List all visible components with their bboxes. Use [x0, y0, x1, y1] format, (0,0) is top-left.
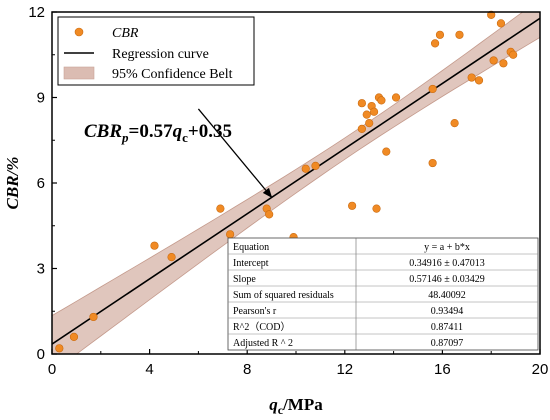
- legend: CBR Regression curve 95% Confidence Belt: [57, 16, 255, 86]
- y-axis-title-text: CBR/%: [3, 157, 22, 210]
- stats-key: Adjusted R ^ 2: [233, 338, 293, 349]
- stats-key: Equation: [233, 242, 269, 253]
- stats-value: 0.87097: [431, 338, 464, 349]
- data-point: [348, 201, 357, 210]
- data-point: [509, 50, 518, 59]
- y-axis-title: CBR/%: [3, 157, 22, 210]
- data-point: [167, 253, 176, 262]
- stats-key: Pearson's r: [233, 306, 277, 317]
- data-point: [69, 332, 79, 342]
- stats-key: Slope: [233, 274, 256, 285]
- regression-line: [52, 17, 540, 345]
- data-point: [226, 230, 235, 239]
- equation-lhs: CBR: [84, 121, 122, 142]
- stats-value: 0.93494: [431, 306, 464, 317]
- data-point: [150, 241, 159, 250]
- data-point: [357, 124, 366, 133]
- equation-rhs-pre: =0.57: [129, 121, 174, 142]
- stats-table: Equation y = a + b*x Intercept 0.34916 ± 0.…: [227, 237, 539, 351]
- x-tick-label: 4: [145, 361, 153, 378]
- data-point: [89, 312, 98, 322]
- equation-arrow: [197, 108, 273, 199]
- data-point: [216, 204, 225, 213]
- data-point: [372, 204, 381, 213]
- y-tick-label: 6: [37, 175, 45, 192]
- legend-marker-cbr: [74, 27, 84, 37]
- stats-table-box: [227, 237, 539, 351]
- data-point: [55, 344, 64, 353]
- data-point: [428, 158, 437, 168]
- stats-key: Sum of squared residuals: [233, 290, 334, 301]
- x-axis-title: qc/MPa: [269, 395, 323, 417]
- data-point: [474, 76, 484, 85]
- data-point: [489, 56, 498, 65]
- x-axis-title-unit: /MPa: [282, 395, 323, 414]
- data-point: [301, 164, 310, 173]
- y-tick-label: 12: [28, 4, 45, 21]
- data-point: [382, 147, 391, 156]
- data-point: [362, 110, 371, 119]
- equation-rhs-sub: c: [182, 130, 188, 145]
- stats-key: R^2（COD）: [233, 321, 290, 333]
- data-point: [428, 84, 437, 94]
- legend-label-regression: Regression curve: [112, 47, 209, 62]
- confidence-band: [52, 12, 540, 354]
- x-tick-label: 12: [336, 361, 353, 378]
- data-point: [265, 210, 274, 219]
- stats-value: 0.87411: [431, 322, 463, 333]
- regression-equation: CBRp=0.57qc+0.35: [84, 121, 232, 145]
- y-tick-label: 0: [37, 346, 45, 363]
- data-point: [365, 119, 374, 128]
- x-tick-label: 0: [48, 361, 56, 378]
- x-tick-label: 8: [243, 361, 251, 378]
- data-point: [357, 99, 366, 108]
- data-point: [435, 30, 445, 39]
- stats-value: 0.34916 ± 0.47013: [409, 258, 485, 269]
- x-axis-title-sub: c: [278, 403, 284, 417]
- legend-label-band: 95% Confidence Belt: [112, 67, 233, 82]
- stats-value: 0.57146 ± 0.03429: [409, 274, 485, 285]
- data-point: [496, 19, 506, 28]
- data-point: [369, 107, 379, 116]
- stats-value: y = a + b*x: [424, 242, 470, 253]
- x-tick-label: 16: [434, 361, 451, 378]
- data-point: [499, 59, 508, 68]
- data-point: [450, 119, 459, 128]
- x-axis-title-var: q: [269, 395, 278, 414]
- data-point: [467, 73, 476, 82]
- equation-rhs-var: q: [173, 121, 183, 142]
- data-point: [391, 93, 401, 102]
- legend-marker-band: [63, 66, 95, 80]
- stats-value: 48.40092: [428, 290, 466, 301]
- equation-lhs-sub: p: [121, 130, 129, 145]
- equation-rhs-post: +0.35: [188, 121, 232, 142]
- data-point: [377, 96, 386, 105]
- x-tick-label: 20: [532, 361, 549, 378]
- y-tick-label: 9: [37, 90, 45, 107]
- data-point: [311, 161, 320, 170]
- legend-label-cbr: CBR: [112, 26, 139, 41]
- stats-key: Intercept: [233, 258, 269, 269]
- data-point: [487, 10, 496, 19]
- y-tick-label: 3: [37, 261, 45, 278]
- data-point: [455, 30, 464, 39]
- data-point: [430, 39, 440, 48]
